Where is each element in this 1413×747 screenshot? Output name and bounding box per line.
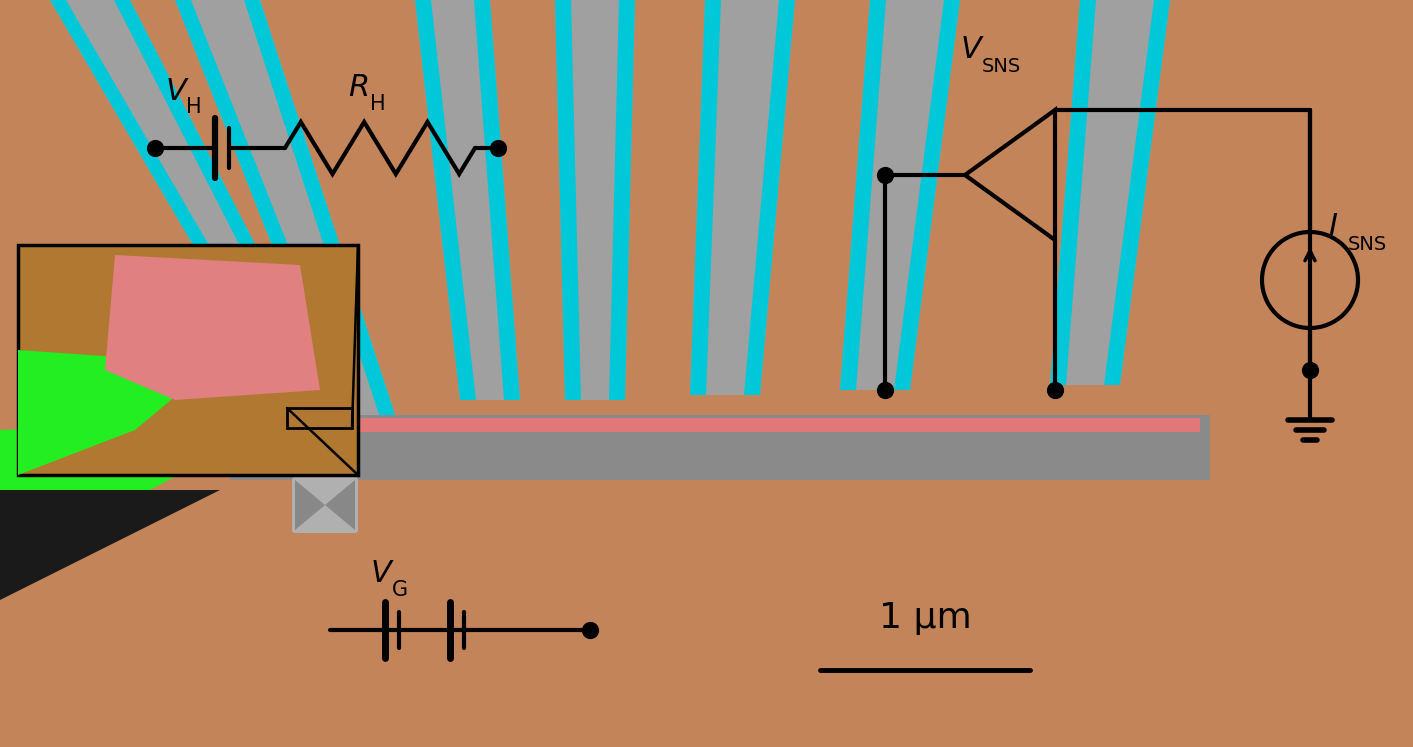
Polygon shape: [1050, 0, 1096, 385]
Point: [486, 142, 509, 154]
Point: [873, 169, 896, 181]
Bar: [300, 418, 1200, 432]
Point: [144, 142, 167, 154]
Polygon shape: [1104, 0, 1170, 385]
Polygon shape: [415, 0, 476, 400]
Bar: [18, 245, 357, 475]
Text: $V$: $V$: [959, 34, 985, 65]
Point: [579, 624, 602, 636]
Polygon shape: [690, 0, 796, 395]
Polygon shape: [555, 0, 581, 400]
Polygon shape: [114, 0, 345, 420]
Polygon shape: [295, 480, 325, 530]
Text: $V$: $V$: [165, 76, 189, 107]
Bar: [287, 408, 352, 428]
Polygon shape: [473, 0, 520, 400]
Polygon shape: [18, 350, 195, 475]
Text: G: G: [391, 580, 408, 600]
Polygon shape: [1050, 0, 1170, 385]
Point: [1299, 364, 1321, 376]
Text: SNS: SNS: [982, 57, 1022, 76]
Polygon shape: [839, 0, 959, 390]
Text: SNS: SNS: [1348, 235, 1388, 254]
Point: [1044, 384, 1067, 396]
Text: H: H: [370, 94, 386, 114]
Polygon shape: [839, 0, 886, 390]
Text: $R$: $R$: [348, 72, 369, 103]
Polygon shape: [49, 0, 345, 420]
Text: 1 μm: 1 μm: [879, 601, 971, 635]
Polygon shape: [49, 0, 311, 420]
Polygon shape: [690, 0, 721, 395]
Polygon shape: [745, 0, 796, 395]
Polygon shape: [609, 0, 634, 400]
Polygon shape: [415, 0, 520, 400]
Polygon shape: [244, 0, 400, 430]
Polygon shape: [894, 0, 959, 390]
FancyBboxPatch shape: [292, 477, 357, 533]
Polygon shape: [325, 480, 355, 530]
Polygon shape: [0, 418, 285, 570]
Polygon shape: [105, 255, 319, 400]
Polygon shape: [555, 0, 634, 400]
Bar: [230, 415, 1210, 480]
Text: $V$: $V$: [370, 558, 394, 589]
Point: [873, 384, 896, 396]
Text: H: H: [187, 97, 202, 117]
Polygon shape: [0, 490, 220, 600]
Polygon shape: [175, 0, 400, 430]
Polygon shape: [175, 0, 360, 430]
Text: $I$: $I$: [1328, 211, 1338, 242]
